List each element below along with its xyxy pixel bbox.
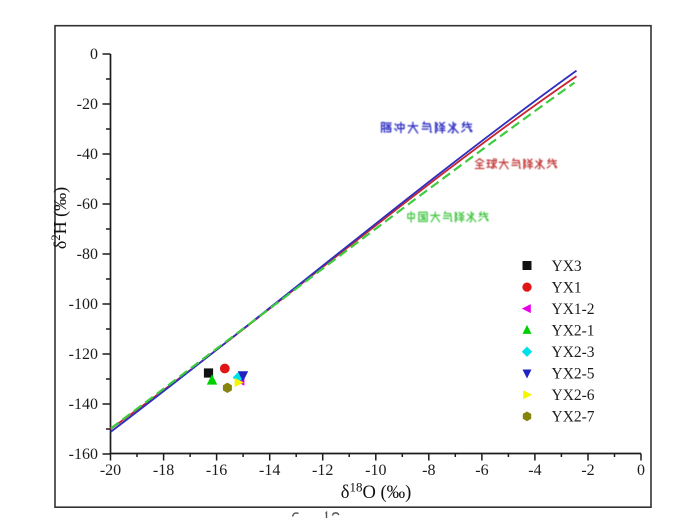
- svg-text:-4: -4: [528, 462, 541, 479]
- svg-text:-14: -14: [259, 462, 280, 479]
- svg-text:δ2H (‰): δ2H (‰): [49, 187, 71, 249]
- svg-text:-20: -20: [77, 96, 98, 113]
- svg-text:-18: -18: [153, 462, 174, 479]
- svg-text:-12: -12: [312, 462, 333, 479]
- svg-text:YX2-1: YX2-1: [552, 322, 595, 339]
- svg-text:-6: -6: [475, 462, 488, 479]
- svg-text:-8: -8: [422, 462, 435, 479]
- svg-text:YX1-2: YX1-2: [552, 301, 595, 318]
- svg-text:YX1: YX1: [552, 279, 582, 296]
- svg-text:YX2-5: YX2-5: [552, 366, 595, 383]
- svg-text:-2: -2: [581, 462, 594, 479]
- svg-text:-140: -140: [69, 396, 98, 413]
- svg-text:0: 0: [637, 462, 645, 479]
- svg-text:-80: -80: [77, 246, 98, 263]
- svg-text:0: 0: [90, 46, 98, 63]
- svg-text:-160: -160: [69, 446, 98, 463]
- svg-text:-100: -100: [69, 296, 98, 313]
- svg-text:-40: -40: [77, 146, 98, 163]
- svg-text:YX3: YX3: [552, 258, 582, 275]
- svg-text:-16: -16: [206, 462, 227, 479]
- svg-text:-20: -20: [100, 462, 121, 479]
- svg-text:YX2-7: YX2-7: [552, 409, 595, 426]
- svg-text:δ18O (‰): δ18O (‰): [341, 480, 412, 504]
- svg-text:-10: -10: [365, 462, 386, 479]
- svg-text:YX2-3: YX2-3: [552, 344, 595, 361]
- svg-text:YX2-6: YX2-6: [552, 387, 595, 404]
- svg-text:-120: -120: [69, 346, 98, 363]
- svg-text:-60: -60: [77, 196, 98, 213]
